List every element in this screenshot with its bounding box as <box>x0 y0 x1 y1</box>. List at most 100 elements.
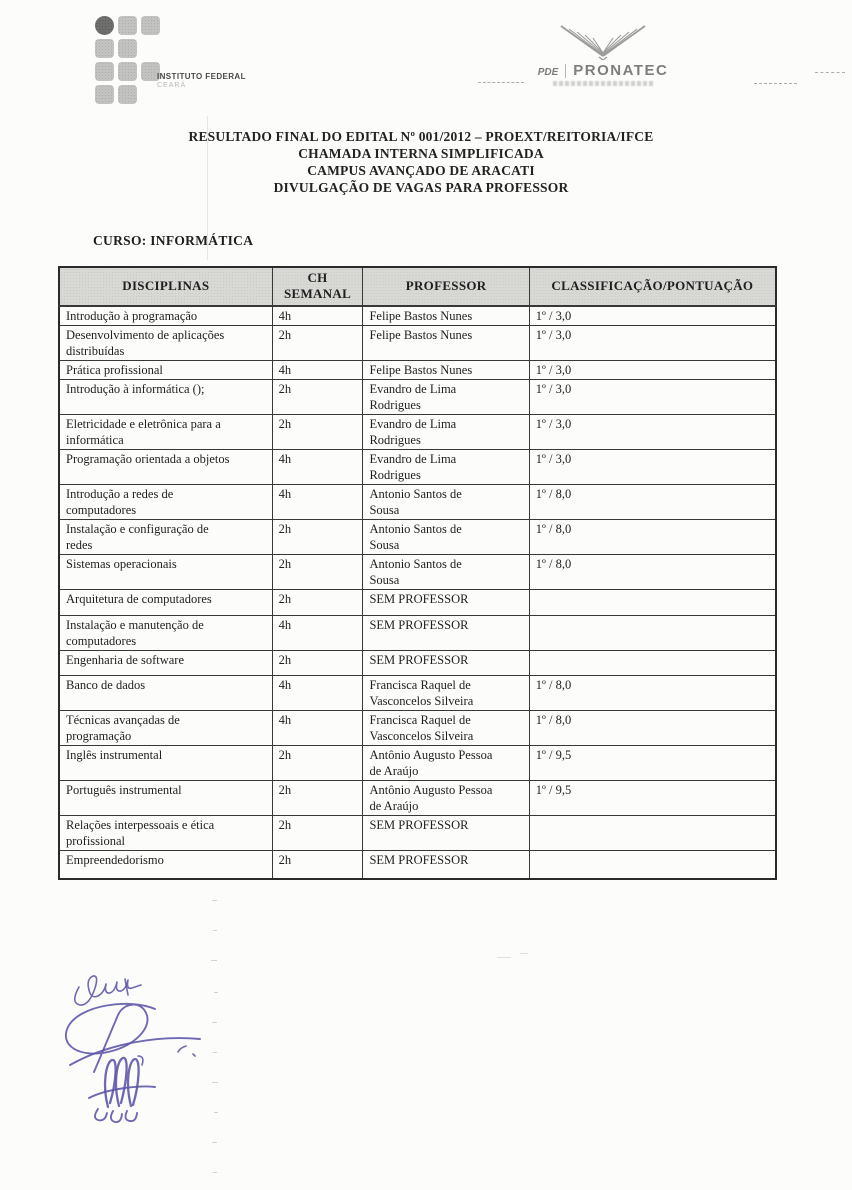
table-row: Inglês instrumental 2h Antônio Augusto P… <box>58 744 777 781</box>
cell-ch-semanal: 2h <box>271 518 364 555</box>
table-row: Introdução à informática (); 2h Evandro … <box>58 378 777 415</box>
scan-artifact <box>478 82 524 83</box>
cell-disciplina: Banco de dados <box>58 674 273 711</box>
cell-disciplina: Instalação e manutenção de computadores <box>58 614 273 651</box>
cell-professor: Antônio Augusto Pessoa de Araújo <box>362 744 530 781</box>
cell-classificacao: 1º / 3,0 <box>528 305 777 326</box>
table-row: Engenharia de software 2h SEM PROFESSOR <box>58 649 777 676</box>
table-row: Introdução à programação 4h Felipe Basto… <box>58 305 777 326</box>
ifce-logo: INSTITUTO FEDERAL CEARÁ <box>95 14 395 104</box>
cell-professor: Evandro de Lima Rodrigues <box>362 448 530 485</box>
cell-disciplina: Introdução à programação <box>58 305 273 326</box>
cell-classificacao <box>528 849 777 879</box>
cell-ch-semanal: 4h <box>271 483 364 520</box>
cell-ch-semanal: 2h <box>271 413 364 450</box>
cell-disciplina: Introdução à informática (); <box>58 378 273 415</box>
cell-ch-semanal: 2h <box>271 849 364 879</box>
table-row: Arquitetura de computadores 2h SEM PROFE… <box>58 588 777 616</box>
table-row: Instalação e configuração de redes 2h An… <box>58 518 777 555</box>
cell-ch-semanal: 2h <box>271 744 364 781</box>
cell-professor: Antonio Santos de Sousa <box>362 553 530 590</box>
cell-ch-semanal: 2h <box>271 324 364 361</box>
cell-classificacao: 1º / 8,0 <box>528 709 777 746</box>
cell-professor: Antonio Santos de Sousa <box>362 518 530 555</box>
ifce-logo-icon <box>95 16 160 108</box>
cell-disciplina: Eletricidade e eletrônica para a informá… <box>58 413 273 450</box>
logo-divider <box>565 63 567 78</box>
table-row: Sistemas operacionais 2h Antonio Santos … <box>58 553 777 590</box>
scan-artifact <box>754 83 797 84</box>
table-row: Banco de dados 4h Francisca Raquel de Va… <box>58 674 777 711</box>
cell-professor: Antonio Santos de Sousa <box>362 483 530 520</box>
cell-disciplina: Português instrumental <box>58 779 273 816</box>
scan-artifact <box>212 1142 217 1143</box>
header-professor: PROFESSOR <box>362 266 530 307</box>
cell-professor: Evandro de Lima Rodrigues <box>362 413 530 450</box>
table-header-row: DISCIPLINAS CH SEMANAL PROFESSOR CLASSIF… <box>58 266 777 307</box>
document-title: RESULTADO FINAL DO EDITAL Nº 001/2012 – … <box>0 128 842 196</box>
cell-professor: SEM PROFESSOR <box>362 814 530 851</box>
cell-classificacao: 1º / 3,0 <box>528 324 777 361</box>
cell-ch-semanal: 4h <box>271 674 364 711</box>
table-row: Desenvolvimento de aplicações distribuíd… <box>58 324 777 361</box>
cell-ch-semanal: 2h <box>271 649 364 676</box>
cell-ch-semanal: 2h <box>271 553 364 590</box>
cell-classificacao: 1º / 8,0 <box>528 553 777 590</box>
cell-disciplina: Sistemas operacionais <box>58 553 273 590</box>
pronatec-logo: PDE PRONATEC <box>528 20 678 86</box>
scan-artifact <box>213 1172 217 1173</box>
table-row: Instalação e manutenção de computadores … <box>58 614 777 651</box>
table-row: Programação orientada a objetos 4h Evand… <box>58 448 777 485</box>
cell-professor: Felipe Bastos Nunes <box>362 305 530 326</box>
cell-classificacao: 1º / 8,0 <box>528 483 777 520</box>
header-ch-semanal: CH SEMANAL <box>271 266 364 307</box>
table-row: Relações interpessoais e ética profissio… <box>58 814 777 851</box>
cell-ch-semanal: 4h <box>271 305 364 326</box>
pronatec-name: PRONATEC <box>573 62 669 79</box>
cell-professor: Francisca Raquel de Vasconcelos Silveira <box>362 674 530 711</box>
handwritten-signature <box>65 975 201 1124</box>
pronatec-tagline-blurred <box>553 81 653 86</box>
cell-ch-semanal: 2h <box>271 378 364 415</box>
cell-disciplina: Instalação e configuração de redes <box>58 518 273 555</box>
title-line: RESULTADO FINAL DO EDITAL Nº 001/2012 – … <box>188 129 654 144</box>
scan-artifact <box>520 953 528 954</box>
header-disciplinas: DISCIPLINAS <box>58 266 273 307</box>
cell-classificacao: 1º / 3,0 <box>528 378 777 415</box>
cell-classificacao <box>528 588 777 616</box>
cell-professor: Antônio Augusto Pessoa de Araújo <box>362 779 530 816</box>
cell-ch-semanal: 4h <box>271 709 364 746</box>
cell-disciplina: Programação orientada a objetos <box>58 448 273 485</box>
cell-ch-semanal: 4h <box>271 614 364 651</box>
header-classificacao: CLASSIFICAÇÃO/PONTUAÇÃO <box>528 266 777 307</box>
scan-artifact <box>213 930 217 931</box>
ifce-name: INSTITUTO FEDERAL <box>157 72 246 81</box>
cell-classificacao: 1º / 8,0 <box>528 518 777 555</box>
cell-disciplina: Prática profissional <box>58 359 273 380</box>
cell-disciplina: Inglês instrumental <box>58 744 273 781</box>
cell-professor: SEM PROFESSOR <box>362 649 530 676</box>
cell-ch-semanal: 2h <box>271 814 364 851</box>
cell-classificacao <box>528 649 777 676</box>
cell-classificacao: 1º / 8,0 <box>528 674 777 711</box>
title-line: CAMPUS AVANÇADO DE ARACATI <box>307 163 535 178</box>
cell-ch-semanal: 2h <box>271 779 364 816</box>
results-table: DISCIPLINAS CH SEMANAL PROFESSOR CLASSIF… <box>58 266 777 880</box>
cell-classificacao: 1º / 3,0 <box>528 448 777 485</box>
table-row: Prática profissional 4h Felipe Bastos Nu… <box>58 359 777 380</box>
scan-artifact <box>212 900 217 901</box>
scan-artifact <box>815 72 845 73</box>
cell-disciplina: Relações interpessoais e ética profissio… <box>58 814 273 851</box>
cell-disciplina: Técnicas avançadas de programação <box>58 709 273 746</box>
cell-disciplina: Introdução a redes de computadores <box>58 483 273 520</box>
table-row: Empreendedorismo 2h SEM PROFESSOR <box>58 849 777 879</box>
scan-artifact <box>497 957 511 958</box>
cell-professor: SEM PROFESSOR <box>362 588 530 616</box>
cell-classificacao <box>528 614 777 651</box>
cell-classificacao <box>528 814 777 851</box>
cell-ch-semanal: 4h <box>271 359 364 380</box>
course-label: CURSO: INFORMÁTICA <box>93 233 254 248</box>
cell-classificacao: 1º / 3,0 <box>528 413 777 450</box>
table-row: Português instrumental 2h Antônio August… <box>58 779 777 816</box>
